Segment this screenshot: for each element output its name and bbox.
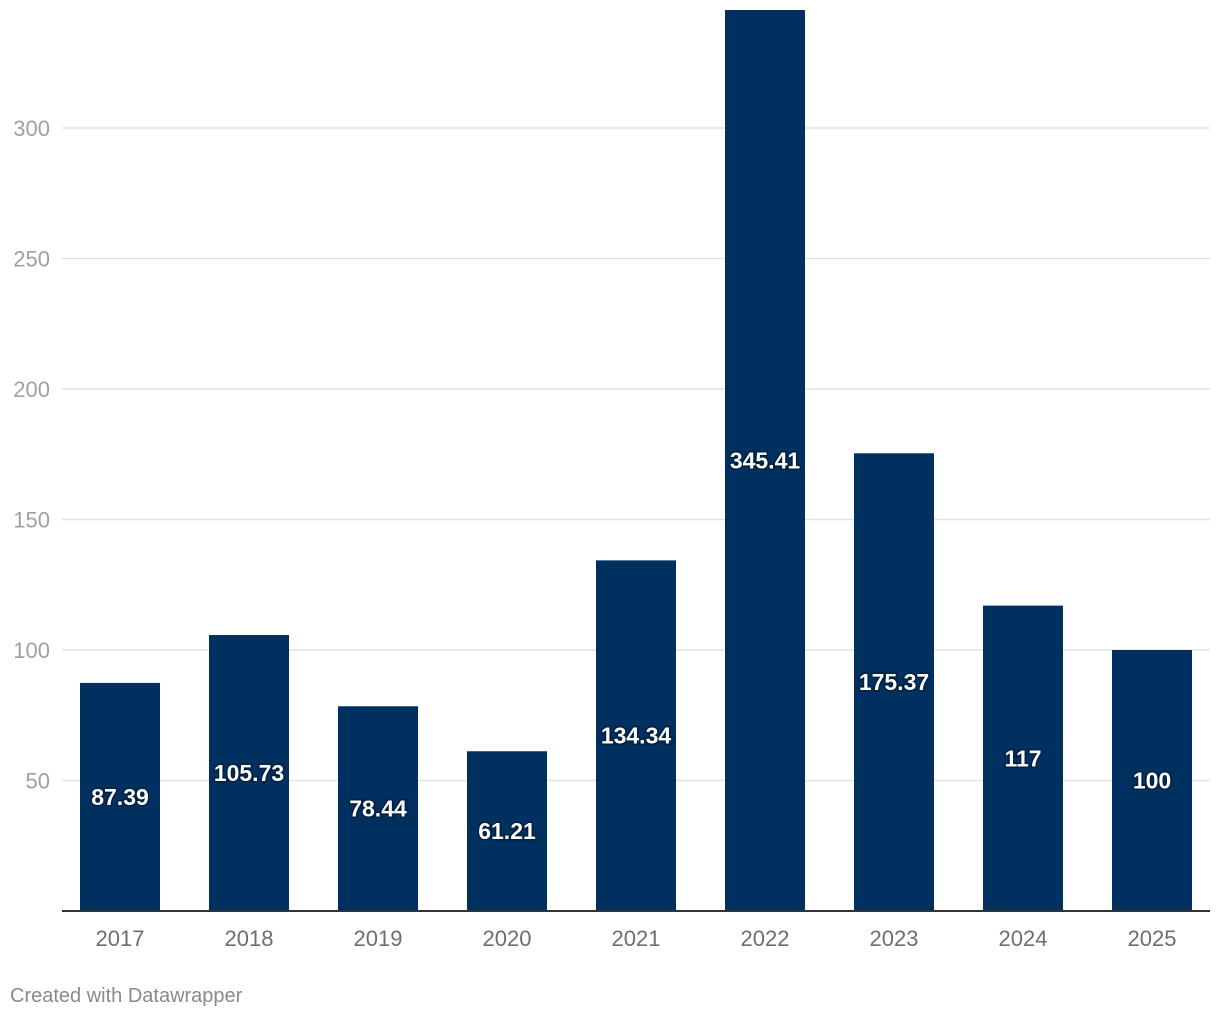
x-tick-label: 2023	[870, 926, 919, 951]
bar-value-label: 117	[1004, 745, 1041, 771]
bar-value-label: 134.34	[601, 723, 672, 749]
bar-value-label: 100	[1133, 768, 1171, 794]
x-tick-label: 2021	[612, 926, 661, 951]
x-tick-label: 2018	[225, 926, 274, 951]
bar-2021	[596, 560, 676, 911]
x-tick-label: 2024	[999, 926, 1048, 951]
bar-2019	[338, 706, 418, 911]
bar-value-label: 61.21	[478, 818, 536, 844]
bar-value-label: 175.37	[859, 669, 929, 695]
bar-2023	[854, 453, 934, 911]
x-tick-label: 2022	[741, 926, 790, 951]
y-tick-label: 50	[26, 769, 50, 794]
y-tick-label: 100	[13, 638, 50, 663]
x-tick-label: 2020	[483, 926, 532, 951]
bar-2020	[467, 751, 547, 911]
bar-2017	[80, 682, 160, 911]
y-tick-label: 250	[13, 247, 50, 272]
y-tick-label: 150	[13, 508, 50, 533]
x-tick-label: 2019	[354, 926, 403, 951]
y-tick-label: 300	[13, 116, 50, 141]
y-axis-ticks: 50 100 150 200 250 300	[13, 116, 50, 794]
bar-value-labels: 87.39 105.73 78.44 61.21 134.34 345.41 175.37 1…	[90, 446, 1173, 846]
y-tick-label: 200	[13, 377, 50, 402]
bar-2022	[725, 10, 805, 911]
x-axis-ticks: 2017 2018 2019 2020 2021 2022 2023 2024 2025	[96, 926, 1177, 951]
bar-value-label: 105.73	[214, 760, 284, 786]
bar-2018	[209, 635, 289, 911]
credit-text: Created with Datawrapper	[10, 985, 243, 1007]
bars	[80, 10, 1192, 911]
bar-2025	[1112, 650, 1192, 911]
bar-2024	[983, 605, 1063, 911]
bar-value-label: 78.44	[349, 796, 407, 822]
bar-value-label: 345.41	[730, 448, 801, 474]
x-tick-label: 2017	[96, 926, 145, 951]
x-tick-label: 2025	[1128, 926, 1177, 951]
bar-value-label: 87.39	[91, 784, 149, 810]
